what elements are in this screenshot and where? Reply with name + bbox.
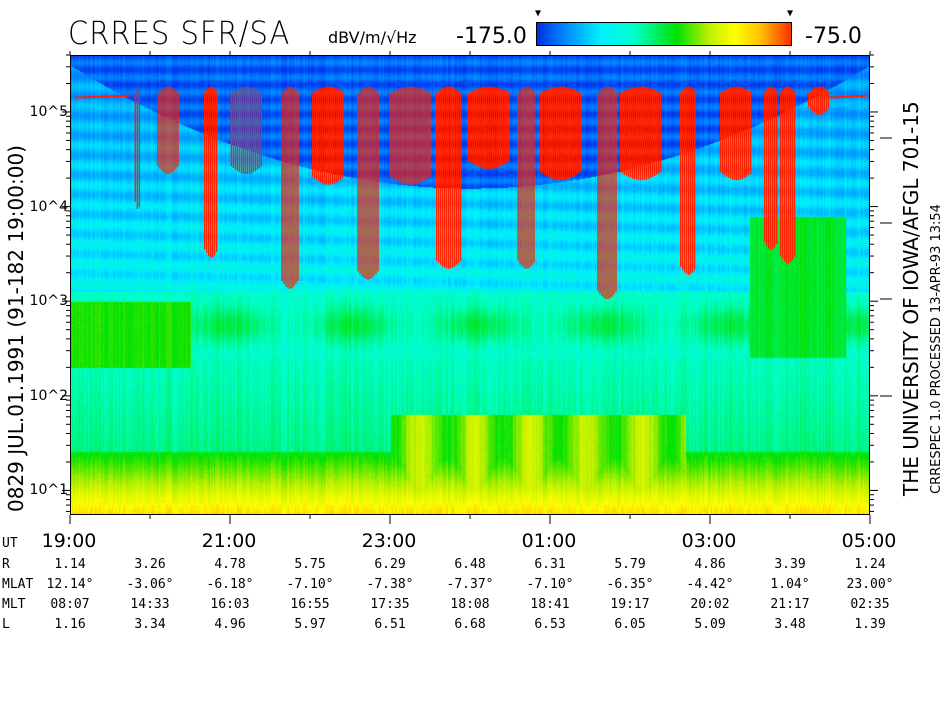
red-trace-burst-4 bbox=[281, 86, 299, 289]
red-trace-burst-3 bbox=[230, 86, 262, 175]
x-tick-label: 23:00 bbox=[361, 530, 417, 552]
x-tick-label: 01:00 bbox=[521, 530, 577, 552]
ephemeris-cell: 1.39 bbox=[854, 617, 886, 632]
row-label: MLAT bbox=[2, 577, 34, 592]
row-label: UT bbox=[2, 536, 18, 551]
ephemeris-cell: 08:07 bbox=[50, 597, 90, 612]
ephemeris-cell: 21:17 bbox=[770, 597, 810, 612]
red-trace-burst-14 bbox=[680, 86, 696, 275]
ephemeris-cell: 5.79 bbox=[614, 557, 646, 572]
ephemeris-cell: 6.53 bbox=[534, 617, 566, 632]
red-trace-baseline bbox=[829, 94, 868, 99]
ephemeris-row-r: R 1.14 3.26 4.78 5.75 6.29 6.48 6.31 5.79 4.86 3.3… bbox=[0, 557, 945, 575]
red-trace-burst-8 bbox=[436, 86, 462, 269]
ephemeris-cell: 1.04° bbox=[770, 577, 810, 592]
y-tick-label: 10^1 bbox=[29, 482, 68, 499]
ephemeris-cell: 3.39 bbox=[774, 557, 806, 572]
ephemeris-cell: 6.48 bbox=[454, 557, 486, 572]
colorbar-units: dBV/m/√Hz bbox=[328, 28, 417, 47]
red-trace-burst-13 bbox=[620, 86, 662, 181]
colorbar-min-marker: ▼ bbox=[535, 8, 542, 19]
ephemeris-row-l: L 1.16 3.34 4.96 5.97 6.51 6.68 6.53 6.05 5.09 3.4… bbox=[0, 617, 945, 635]
red-trace-burst-1 bbox=[157, 86, 179, 175]
ephemeris-cell: 5.75 bbox=[294, 557, 326, 572]
ephemeris-cell: 23.00° bbox=[846, 577, 894, 592]
ephemeris-cell: 1.24 bbox=[854, 557, 886, 572]
ephemeris-row-ut: UT 19:00 21:00 23:00 01:00 03:00 05:00 bbox=[0, 530, 945, 552]
ephemeris-cell: 6.29 bbox=[374, 557, 406, 572]
red-trace-burst-15 bbox=[720, 86, 752, 181]
row-label: MLT bbox=[2, 597, 26, 612]
red-trace-burst-0 bbox=[134, 87, 140, 209]
row-label: R bbox=[2, 557, 10, 572]
ephemeris-cell: -7.37° bbox=[446, 577, 494, 592]
red-trace-burst-7 bbox=[389, 86, 431, 185]
red-trace-burst-12 bbox=[597, 86, 617, 300]
colorbar-max-label: -75.0 bbox=[805, 24, 862, 49]
ephemeris-cell: 6.31 bbox=[534, 557, 566, 572]
processing-label: CRRESPEC 1.0 PROCESSED 13-APR-93 13:54 bbox=[929, 204, 944, 494]
ephemeris-cell: 18:41 bbox=[530, 597, 570, 612]
ephemeris-cell: -7.38° bbox=[366, 577, 414, 592]
x-tick-label: 21:00 bbox=[201, 530, 257, 552]
colorbar-max-marker: ▼ bbox=[787, 8, 794, 19]
y-tick-label: 10^4 bbox=[29, 198, 68, 215]
ephemeris-row-mlt: MLT 08:07 14:33 16:03 16:55 17:35 18:08 18:41 19… bbox=[0, 597, 945, 615]
red-trace-burst-6 bbox=[357, 86, 379, 280]
ephemeris-row-mlat: MLAT 12.14° -3.06° -6.18° -7.10° -7.38° -7.37°… bbox=[0, 577, 945, 595]
red-trace-burst-16 bbox=[764, 86, 778, 250]
x-tick-label: 05:00 bbox=[841, 530, 897, 552]
red-trace-burst-2 bbox=[204, 86, 218, 258]
ephemeris-cell: -7.10° bbox=[526, 577, 574, 592]
colorbar bbox=[536, 22, 792, 46]
x-tick-label: 19:00 bbox=[41, 530, 97, 552]
y-tick-label: 10^5 bbox=[29, 103, 68, 120]
ephemeris-cell: 02:35 bbox=[850, 597, 890, 612]
ephemeris-cell: 16:03 bbox=[210, 597, 250, 612]
ephemeris-cell: 4.78 bbox=[214, 557, 246, 572]
ephemeris-cell: 6.05 bbox=[614, 617, 646, 632]
ephemeris-cell: 6.51 bbox=[374, 617, 406, 632]
red-trace-burst-11 bbox=[540, 86, 582, 181]
ephemeris-cell: 12.14° bbox=[46, 577, 94, 592]
ephemeris-cell: 1.16 bbox=[54, 617, 86, 632]
ephemeris-cell: 5.97 bbox=[294, 617, 326, 632]
ephemeris-cell: -6.18° bbox=[206, 577, 254, 592]
ephemeris-cell: 20:02 bbox=[690, 597, 730, 612]
ephemeris-cell: 14:33 bbox=[130, 597, 170, 612]
ephemeris-cell: 18:08 bbox=[450, 597, 490, 612]
spectrogram-image bbox=[71, 56, 869, 514]
red-trace-burst-18 bbox=[808, 86, 830, 115]
red-trace-burst-17 bbox=[780, 86, 796, 264]
y-tick-label: 10^2 bbox=[29, 387, 68, 404]
ephemeris-cell: -4.42° bbox=[686, 577, 734, 592]
red-trace-burst-10 bbox=[517, 86, 535, 269]
ephemeris-cell: 3.26 bbox=[134, 557, 166, 572]
red-trace-burst-5 bbox=[312, 86, 344, 185]
x-tick-label: 03:00 bbox=[681, 530, 737, 552]
ephemeris-cell: 17:35 bbox=[370, 597, 410, 612]
y-tick-label: 10^3 bbox=[29, 293, 68, 310]
ephemeris-cell: 4.96 bbox=[214, 617, 246, 632]
left-date-label: 0829 JUL.01.1991 (91-182 19:00:00) bbox=[4, 145, 28, 512]
ephemeris-cell: 1.14 bbox=[54, 557, 86, 572]
ephemeris-cell: 16:55 bbox=[290, 597, 330, 612]
ephemeris-cell: 19:17 bbox=[610, 597, 650, 612]
ephemeris-cell: 4.86 bbox=[694, 557, 726, 572]
row-label: L bbox=[2, 617, 10, 632]
red-trace-burst-9 bbox=[468, 86, 510, 169]
ephemeris-cell: 3.48 bbox=[774, 617, 806, 632]
ephemeris-cell: 6.68 bbox=[454, 617, 486, 632]
ephemeris-cell: -3.06° bbox=[126, 577, 174, 592]
ephemeris-cell: 3.34 bbox=[134, 617, 166, 632]
ephemeris-cell: -6.35° bbox=[606, 577, 654, 592]
chart-title: CRRES SFR/SA bbox=[68, 14, 291, 52]
ephemeris-cell: -7.10° bbox=[286, 577, 334, 592]
ephemeris-cell: 5.09 bbox=[694, 617, 726, 632]
spectrogram-plot bbox=[70, 55, 870, 515]
colorbar-min-label: -175.0 bbox=[456, 24, 527, 49]
institution-label: THE UNIVERSITY OF IOWA/AFGL 701-15 bbox=[899, 101, 923, 496]
red-trace-baseline bbox=[74, 94, 131, 99]
